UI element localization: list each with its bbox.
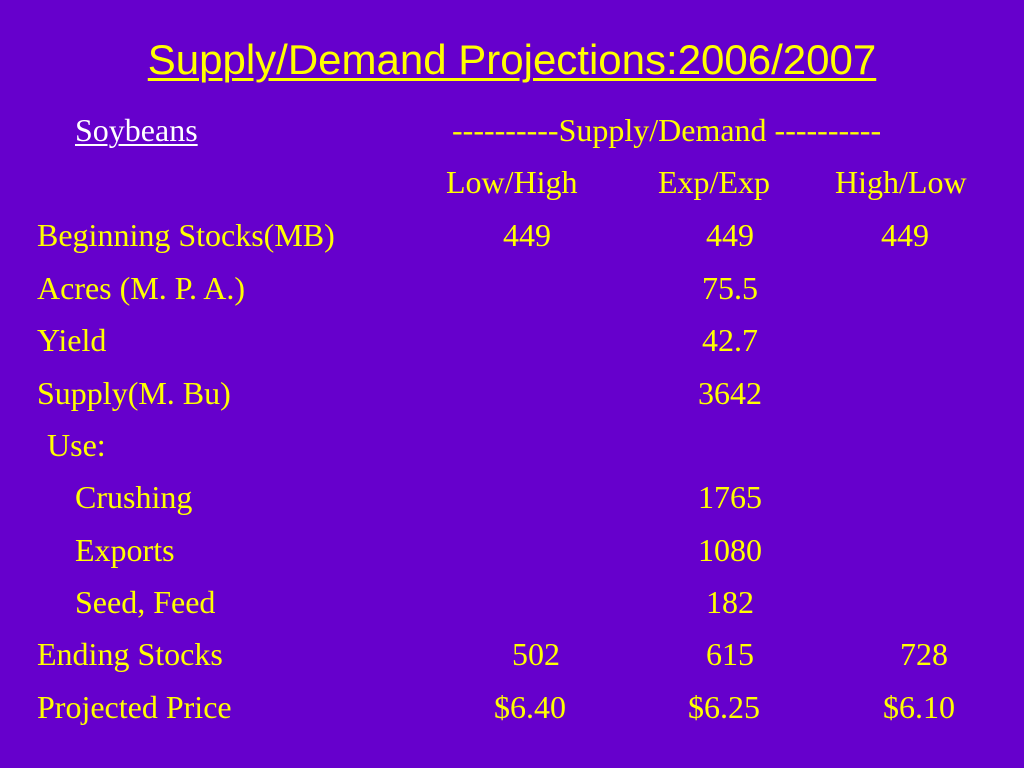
row-label-projected-price: Projected Price	[37, 689, 232, 725]
value-projected-price-exp: $6.25	[688, 689, 760, 725]
column-header-low-high: Low/High	[446, 164, 578, 200]
value-projected-price-low: $6.40	[494, 689, 566, 725]
row-label-yield: Yield	[37, 322, 107, 358]
value-exports-exp: 1080	[698, 532, 762, 568]
row-label-seed-feed: Seed, Feed	[75, 584, 216, 620]
value-beginning-stocks-exp: 449	[706, 217, 754, 253]
row-label-crushing: Crushing	[75, 479, 193, 515]
value-ending-stocks-exp: 615	[706, 636, 754, 672]
value-seed-feed-exp: 182	[706, 584, 754, 620]
row-label-exports: Exports	[75, 532, 175, 568]
value-beginning-stocks-high: 449	[881, 217, 929, 253]
commodity-label: Soybeans	[75, 112, 198, 148]
value-ending-stocks-high: 728	[900, 636, 948, 672]
slide-title: Supply/Demand Projections:2006/2007	[147, 36, 877, 83]
supply-demand-group-header: ----------Supply/Demand ----------	[452, 112, 882, 148]
scenario-column-headers: Low/High Exp/Exp High/Low	[446, 162, 1004, 202]
value-acres-exp: 75.5	[702, 270, 758, 306]
value-supply-exp: 3642	[698, 375, 762, 411]
column-header-high-low: High/Low	[835, 164, 967, 200]
value-projected-price-high: $6.10	[883, 689, 955, 725]
row-label-supply: Supply(M. Bu)	[37, 375, 231, 411]
row-label-use: Use:	[47, 427, 106, 463]
row-label-beginning-stocks: Beginning Stocks(MB)	[37, 217, 335, 253]
row-label-acres: Acres (M. P. A.)	[37, 270, 245, 306]
value-ending-stocks-low: 502	[512, 636, 560, 672]
column-header-exp-exp: Exp/Exp	[658, 164, 770, 200]
value-crushing-exp: 1765	[698, 479, 762, 515]
value-beginning-stocks-low: 449	[503, 217, 551, 253]
value-yield-exp: 42.7	[702, 322, 758, 358]
row-label-ending-stocks: Ending Stocks	[37, 636, 223, 672]
